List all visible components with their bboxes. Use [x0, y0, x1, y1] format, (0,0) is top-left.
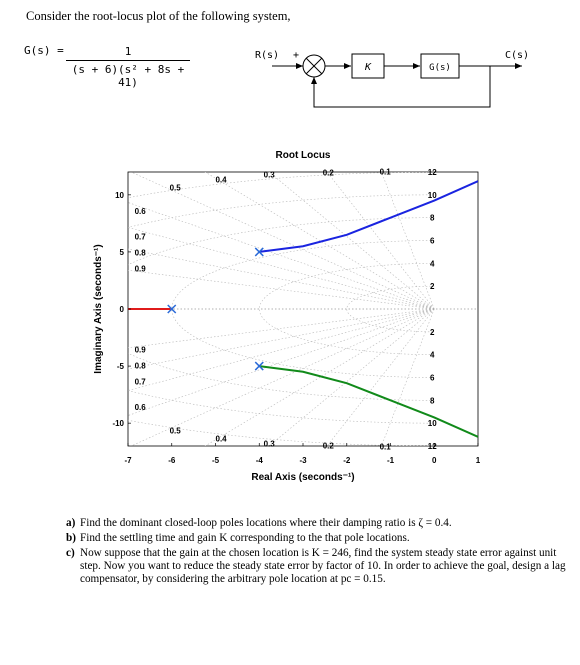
y-tick-label-1: -5 [117, 362, 125, 371]
damping-label: 0.7 [135, 378, 147, 387]
chart-marks: -7 -6 -5 -4 -3 -2 -1 0 1-10-505100.60.60.50.50.4… [112, 167, 480, 465]
question-b-text: Find the settling time and gain K corres… [80, 532, 410, 544]
damping-ray-6 [128, 308, 435, 391]
damping-ray-3 [268, 172, 435, 310]
frequency-label: 2 [430, 328, 435, 337]
y-tick-label-2: 0 [120, 305, 125, 314]
damping-label: 0.1 [380, 443, 392, 452]
x-axis-label: Real Axis (seconds⁻¹) [251, 472, 354, 483]
damping-label: 0.8 [135, 362, 147, 371]
question-c-text: Now suppose that the gain at the chosen … [80, 547, 566, 585]
transfer-function-fraction: 1 (s + 6)(s² + 8s + 41) [66, 45, 190, 89]
locus-branch-2 [259, 365, 478, 438]
damping-label: 0.6 [135, 403, 147, 412]
damping-ray-6 [128, 227, 435, 310]
frequency-label: 12 [428, 442, 437, 451]
plant-block [420, 53, 460, 79]
locus-branch-1 [259, 180, 478, 253]
open-loop-pole-2 [254, 361, 264, 371]
frequency-label: 8 [430, 396, 435, 405]
gain-label: K [364, 62, 372, 73]
x-tick-label-0: -7 [124, 456, 132, 465]
question-c: c) Now suppose that the gain at the chos… [66, 547, 566, 586]
damping-label: 0.2 [323, 442, 335, 451]
x-tick-label-2: -5 [212, 456, 220, 465]
frequency-arc-3 [171, 240, 435, 378]
damping-label: 0.9 [135, 346, 147, 355]
question-list: a) Find the dominant closed-loop poles l… [66, 517, 566, 588]
y-tick-label-0: -10 [112, 419, 124, 428]
frequency-label: 6 [430, 237, 435, 246]
frequency-label: 8 [430, 214, 435, 223]
open-loop-pole-1 [254, 247, 264, 257]
frequency-arc-0 [128, 172, 435, 446]
question-b: b) Find the settling time and gain K cor… [66, 532, 566, 545]
y-tick-label-4: 10 [115, 191, 124, 200]
damping-ray-0 [128, 308, 435, 416]
y-tick-label-3: 5 [120, 248, 125, 257]
open-loop-pole-0 [167, 304, 177, 314]
locus-branches [128, 180, 478, 438]
transfer-function-lhs: G(s) = [24, 44, 64, 57]
y-axis-label: Imaginary Axis (seconds⁻¹) [93, 244, 104, 373]
damping-label: 0.2 [323, 168, 335, 177]
feedback-path [311, 66, 491, 108]
chart-title: Root Locus [276, 150, 331, 161]
frequency-arc-4 [258, 263, 435, 355]
question-a-label: a) [66, 517, 76, 529]
x-tick-label-7: 0 [432, 456, 437, 465]
frequency-label: 4 [430, 259, 435, 268]
problem-intro: Consider the root-locus plot of the foll… [26, 9, 291, 23]
damping-label: 0.6 [135, 207, 147, 216]
question-a-text: Find the dominant closed-loop poles loca… [80, 517, 452, 529]
input-label: R(s) [255, 50, 279, 61]
sum-sign: + [293, 50, 299, 61]
gain-block [351, 53, 385, 79]
damping-label: 0.5 [170, 183, 182, 192]
question-a: a) Find the dominant closed-loop poles l… [66, 517, 566, 530]
block-diagram: R(s) + K G(s) C(s) [255, 50, 529, 108]
damping-label: 0.3 [264, 171, 276, 180]
damping-label: 0.1 [380, 167, 392, 176]
damping-label: 0.3 [264, 439, 276, 448]
question-c-label: c) [66, 547, 75, 559]
output-label: C(s) [505, 50, 529, 61]
frequency-label: 2 [430, 282, 435, 291]
x-tick-label-1: -6 [168, 456, 176, 465]
pole-stroke-b [254, 247, 264, 257]
damping-label: 0.4 [216, 175, 228, 184]
transfer-denominator: (s + 6)(s² + 8s + 41) [71, 63, 185, 89]
plant-label: G(s) [429, 63, 451, 73]
frequency-label: 12 [428, 168, 437, 177]
damping-label: 0.5 [170, 427, 182, 436]
x-tick-label-4: -3 [299, 456, 307, 465]
damping-label: 0.4 [216, 435, 228, 444]
x-tick-label-5: -2 [343, 456, 351, 465]
damping-label: 0.8 [135, 248, 147, 257]
damping-label: 0.9 [135, 264, 147, 273]
root-locus-chart: Root Locus -7 -6 -5 -4 -3 -2 -1 0 1-10-505100.60… [93, 150, 481, 483]
damping-label: 0.7 [135, 232, 147, 241]
x-tick-label-8: 1 [476, 456, 481, 465]
frequency-label: 10 [428, 419, 437, 428]
transfer-numerator: 1 [66, 45, 190, 61]
frequency-arc-5 [346, 285, 435, 333]
pole-stroke-b [254, 361, 264, 371]
frequency-label: 4 [430, 351, 435, 360]
question-b-label: b) [66, 532, 76, 544]
x-tick-label-3: -4 [256, 456, 264, 465]
x-tick-label-6: -1 [387, 456, 395, 465]
pole-stroke-b [167, 304, 177, 314]
damping-ray-3 [268, 308, 435, 446]
sgrid [128, 172, 478, 446]
frequency-label: 6 [430, 374, 435, 383]
frequency-label: 10 [428, 191, 437, 200]
